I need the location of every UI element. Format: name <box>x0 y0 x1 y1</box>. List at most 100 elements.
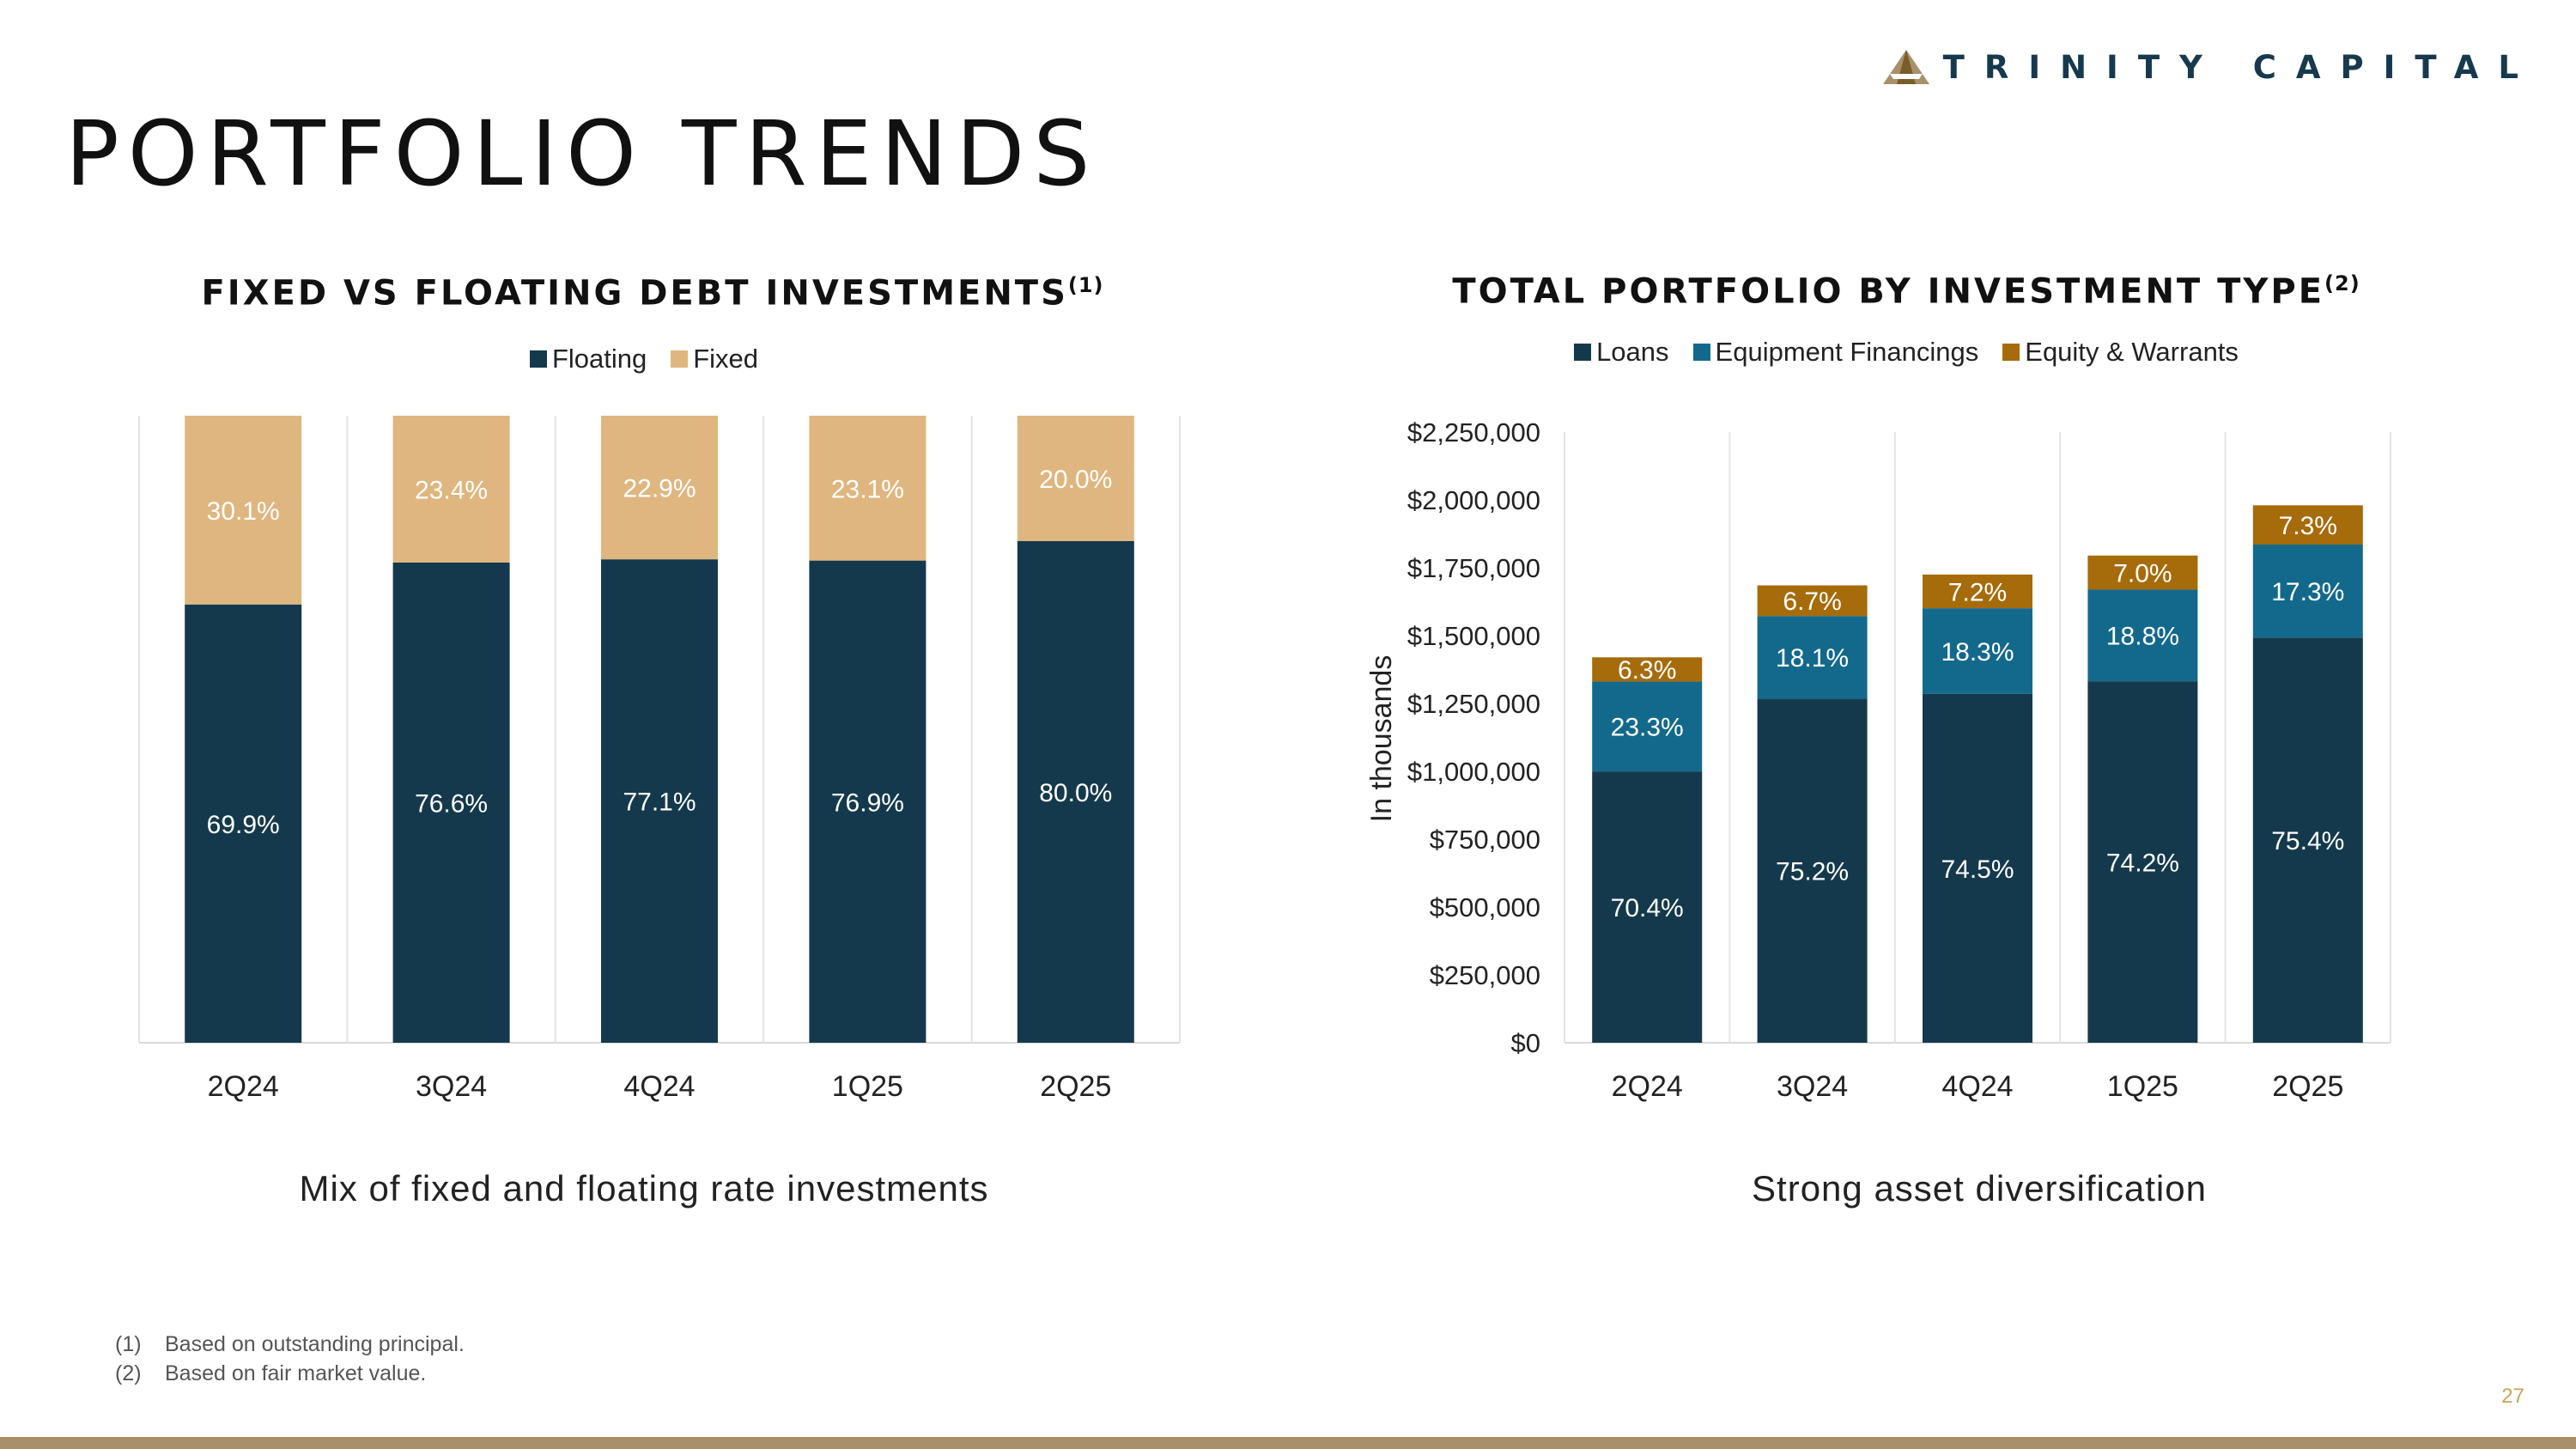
chart-1-tick-4Q24: 4Q24 <box>623 1070 695 1103</box>
bar-equipment-1Q25 <box>2087 589 2198 682</box>
footnote-1: (1) Based on outstanding principal. <box>115 1330 465 1359</box>
chart-2-ytick: $2,000,000 <box>1407 485 1540 515</box>
chart-2-ytick: $750,000 <box>1430 825 1540 855</box>
chart-2-tick-2Q24: 2Q24 <box>1612 1070 1683 1103</box>
bar-floating-3Q24 <box>392 562 510 1043</box>
legend-item-loans: Loans <box>1574 337 1669 368</box>
footnotes: (1) Based on outstanding principal. (2) … <box>115 1330 465 1388</box>
chart-2-tick-3Q24: 3Q24 <box>1777 1070 1848 1103</box>
bar-equity-1Q25 <box>2087 555 2198 590</box>
bar-equipment-2Q25 <box>2252 544 2363 638</box>
bar-fixed-4Q24 <box>601 416 718 560</box>
legend-label-loans: Loans <box>1596 337 1669 367</box>
bar-equipment-2Q24 <box>1592 681 1703 772</box>
label-fixed-1Q25: 23.1% <box>831 475 904 503</box>
chart-1-tick-2Q24: 2Q24 <box>208 1070 279 1103</box>
label-fixed-4Q24: 22.9% <box>623 475 696 503</box>
bar-loans-2Q25 <box>2252 637 2363 1043</box>
chart-2-tick-4Q24: 4Q24 <box>1941 1070 2013 1103</box>
footnote-1-number: (1) <box>115 1332 142 1356</box>
chart-2-tick-1Q25: 1Q25 <box>2107 1070 2178 1103</box>
chart-2-ytick: $0 <box>1511 1028 1540 1058</box>
label-floating-1Q25: 76.9% <box>831 788 904 817</box>
footnote-2-number: (2) <box>115 1361 142 1385</box>
chart-1-title: FIXED VS FLOATING DEBT INVESTMENTS(1) <box>137 273 1168 313</box>
bar-fixed-1Q25 <box>809 416 927 561</box>
bar-floating-2Q24 <box>185 604 302 1043</box>
bar-loans-1Q25 <box>2087 681 2198 1043</box>
chart-1-tick-2Q25: 2Q25 <box>1040 1070 1111 1103</box>
chart-1-footnote-ref: (1) <box>1067 273 1104 297</box>
label-equipment-2Q24: 23.3% <box>1611 714 1684 742</box>
chart-2-title: TOTAL PORTFOLIO BY INVESTMENT TYPE(2) <box>1391 271 2421 311</box>
chart-2-ytick: $1,250,000 <box>1407 689 1540 719</box>
label-equity-4Q24: 7.2% <box>1948 578 2007 606</box>
legend-item-equipment: Equipment Financings <box>1692 337 1979 368</box>
label-loans-3Q24: 75.2% <box>1776 858 1849 886</box>
legend-label-equipment: Equipment Financings <box>1715 337 1979 367</box>
label-loans-1Q25: 74.2% <box>2106 849 2179 877</box>
label-equity-1Q25: 7.0% <box>2113 559 2172 588</box>
chart-2-caption: Strong asset diversification <box>1752 1168 2207 1209</box>
bar-loans-3Q24 <box>1757 698 1868 1043</box>
legend-item-equity: Equity & Warrants <box>2002 337 2239 368</box>
footnote-1-text: Based on outstanding principal. <box>165 1332 465 1356</box>
bar-floating-1Q25 <box>809 560 927 1043</box>
bar-equipment-3Q24 <box>1757 616 1868 699</box>
label-floating-3Q24: 76.6% <box>415 789 488 818</box>
chart-2-ytick: $1,000,000 <box>1407 757 1540 787</box>
label-loans-2Q25: 75.4% <box>2271 827 2344 855</box>
legend-label-floating: Floating <box>551 344 647 374</box>
label-equipment-1Q25: 18.8% <box>2106 623 2179 651</box>
bar-fixed-2Q24 <box>185 416 302 605</box>
bar-equity-4Q24 <box>1923 574 2032 609</box>
chart-1-tick-3Q24: 3Q24 <box>416 1070 487 1103</box>
label-equity-2Q25: 7.3% <box>2279 512 2337 540</box>
bar-fixed-3Q24 <box>392 416 510 563</box>
label-floating-4Q24: 77.1% <box>623 788 696 817</box>
chart-2-footnote-ref: (2) <box>2324 271 2360 295</box>
label-loans-4Q24: 74.5% <box>1941 855 2014 884</box>
logo-text: TRINITY CAPITAL <box>1942 48 2538 86</box>
label-equipment-2Q25: 17.3% <box>2271 578 2344 606</box>
legend-swatch-equity <box>2002 344 2020 361</box>
label-floating-2Q24: 69.9% <box>207 811 280 839</box>
legend-label-fixed: Fixed <box>693 344 759 374</box>
legend-label-equity: Equity & Warrants <box>2025 337 2239 367</box>
chart-2-ytick: $1,750,000 <box>1407 553 1540 583</box>
footer-bar <box>0 1437 2576 1449</box>
chart-2-ytick: $1,500,000 <box>1407 621 1540 651</box>
bar-equipment-4Q24 <box>1923 608 2032 694</box>
label-equipment-3Q24: 18.1% <box>1776 644 1849 673</box>
bar-equity-2Q25 <box>2252 505 2363 545</box>
bar-loans-4Q24 <box>1923 693 2032 1043</box>
bar-floating-4Q24 <box>601 559 718 1043</box>
chart-1-tick-1Q25: 1Q25 <box>832 1070 903 1103</box>
label-equity-3Q24: 6.7% <box>1783 588 1841 616</box>
label-equity-2Q24: 6.3% <box>1618 656 1676 685</box>
chart-2-ytick: $250,000 <box>1430 960 1540 990</box>
label-floating-2Q25: 80.0% <box>1039 779 1112 807</box>
chart-1-caption: Mix of fixed and floating rate investmen… <box>299 1168 989 1209</box>
bar-loans-2Q24 <box>1592 771 1703 1043</box>
trinity-capital-logo: TRINITY CAPITAL <box>1881 48 2538 86</box>
footnote-2-text: Based on fair market value. <box>165 1361 427 1385</box>
chart-2-ytick: $2,250,000 <box>1407 417 1540 447</box>
chart-2-title-text: TOTAL PORTFOLIO BY INVESTMENT TYPE <box>1452 271 2325 312</box>
label-fixed-2Q24: 30.1% <box>207 497 280 526</box>
label-fixed-3Q24: 23.4% <box>415 476 488 504</box>
bar-floating-2Q25 <box>1017 541 1134 1043</box>
page-number: 27 <box>2501 1385 2524 1408</box>
legend-item-fixed: Fixed <box>671 344 758 374</box>
footnote-2: (2) Based on fair market value. <box>115 1359 465 1388</box>
legend-swatch-floating <box>529 350 547 368</box>
legend-swatch-loans <box>1574 344 1592 361</box>
bar-equity-3Q24 <box>1757 585 1868 617</box>
legend-item-floating: Floating <box>529 344 647 374</box>
logo-triangle-icon <box>1882 50 1929 84</box>
chart-2-ytick: $500,000 <box>1430 892 1540 922</box>
label-fixed-2Q25: 20.0% <box>1039 466 1112 494</box>
chart-2-tick-2Q25: 2Q25 <box>2272 1070 2343 1103</box>
chart-1-title-text: FIXED VS FLOATING DEBT INVESTMENTS <box>201 273 1068 314</box>
